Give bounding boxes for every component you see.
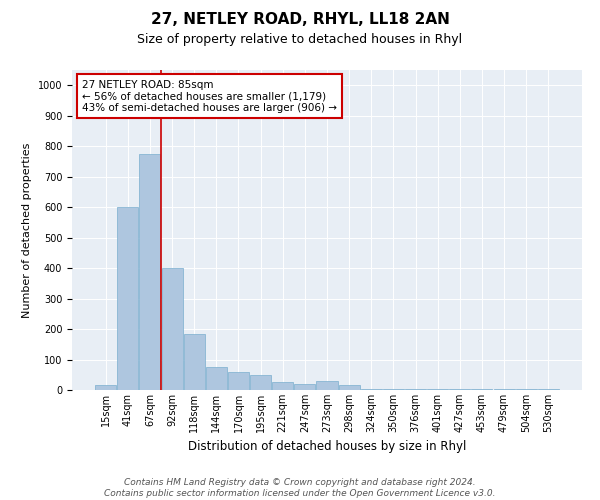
Bar xyxy=(95,386,116,390)
X-axis label: Distribution of detached houses by size in Rhyl: Distribution of detached houses by size … xyxy=(188,440,466,454)
Bar xyxy=(250,375,271,390)
Bar xyxy=(338,386,359,390)
Bar xyxy=(316,381,338,390)
Text: 27, NETLEY ROAD, RHYL, LL18 2AN: 27, NETLEY ROAD, RHYL, LL18 2AN xyxy=(151,12,449,28)
Text: 27 NETLEY ROAD: 85sqm
← 56% of detached houses are smaller (1,179)
43% of semi-d: 27 NETLEY ROAD: 85sqm ← 56% of detached … xyxy=(82,80,337,113)
Bar xyxy=(361,389,382,390)
Bar xyxy=(184,334,205,390)
Bar xyxy=(272,382,293,390)
Bar xyxy=(228,372,249,390)
Y-axis label: Number of detached properties: Number of detached properties xyxy=(22,142,32,318)
Bar xyxy=(206,367,227,390)
Bar xyxy=(295,384,316,390)
Bar xyxy=(383,389,404,390)
Text: Size of property relative to detached houses in Rhyl: Size of property relative to detached ho… xyxy=(137,32,463,46)
Text: Contains HM Land Registry data © Crown copyright and database right 2024.
Contai: Contains HM Land Registry data © Crown c… xyxy=(104,478,496,498)
Bar xyxy=(161,268,182,390)
Bar xyxy=(118,207,139,390)
Bar xyxy=(139,154,160,390)
